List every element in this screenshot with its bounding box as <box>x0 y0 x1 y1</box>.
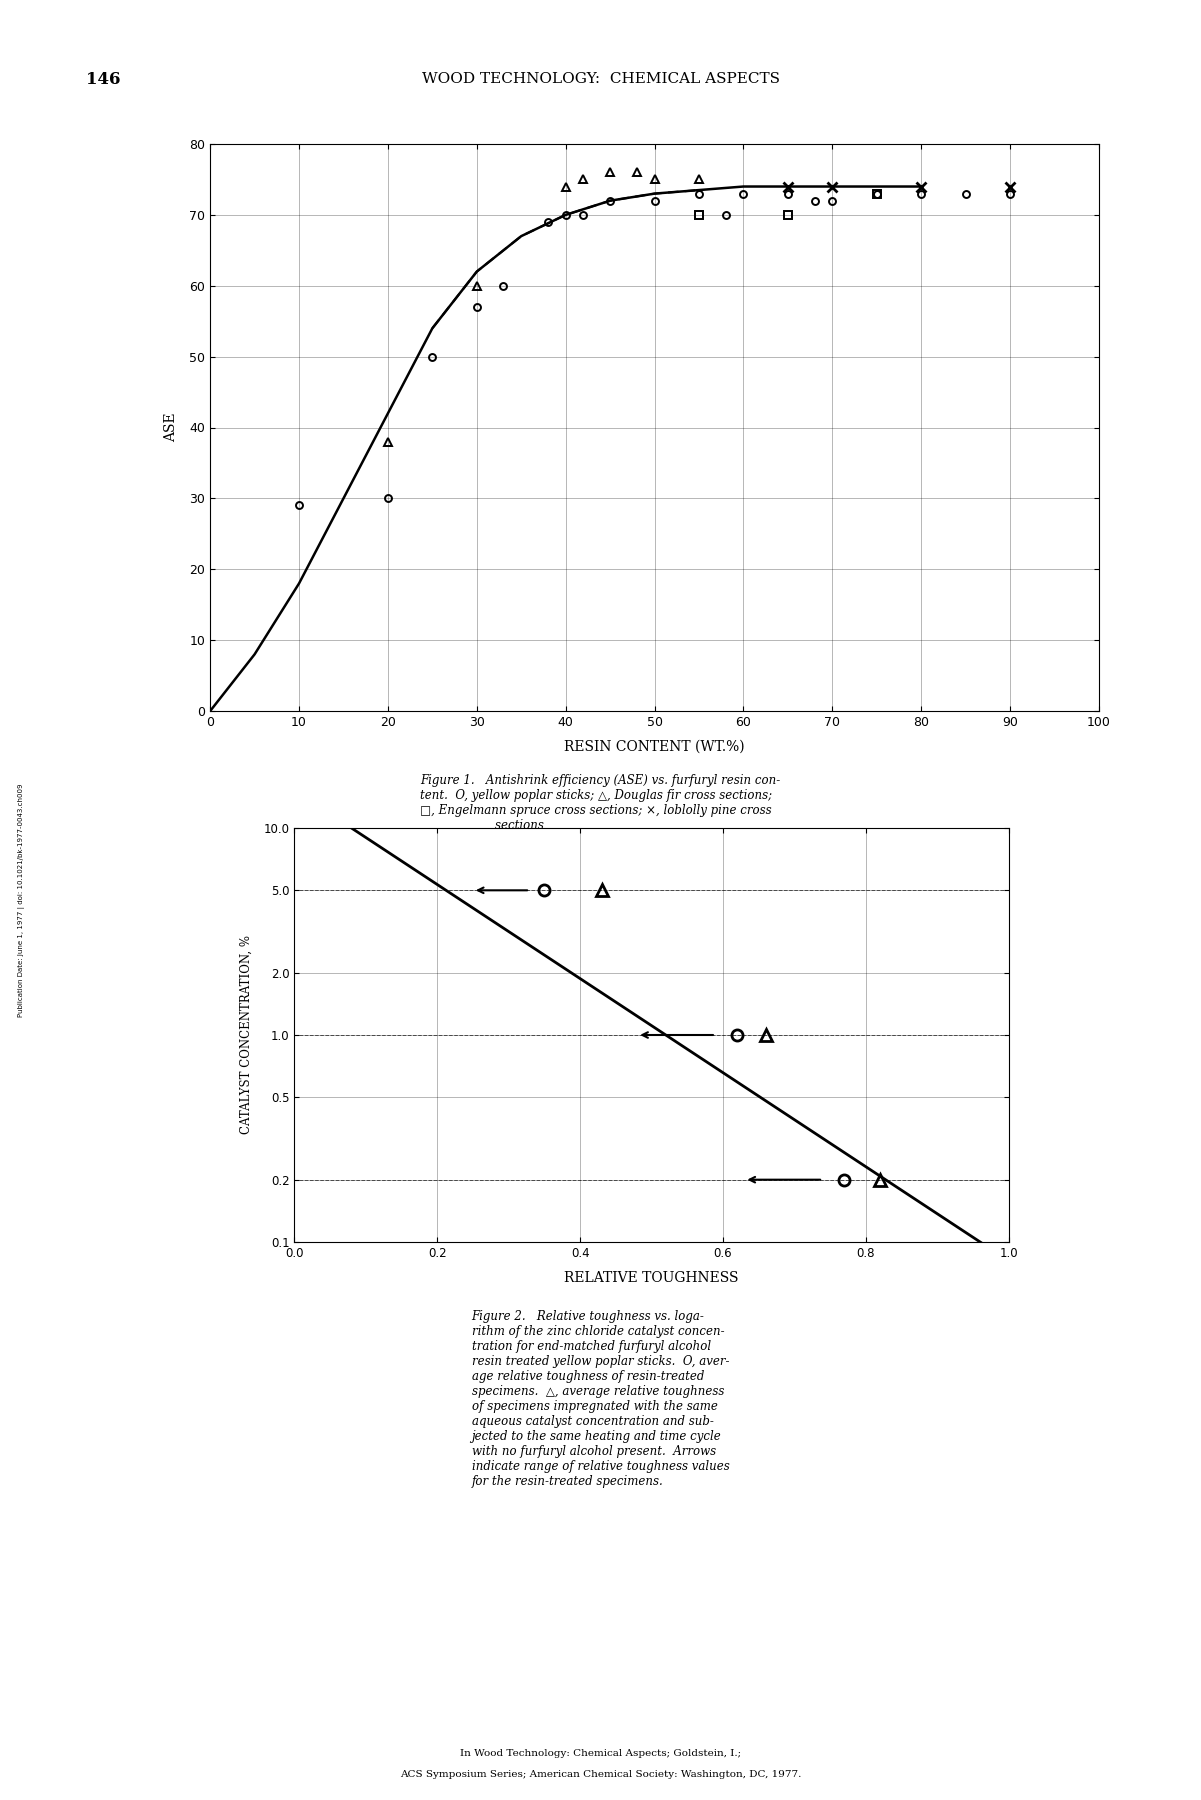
Text: 146: 146 <box>86 70 121 88</box>
Y-axis label: CATALYST CONCENTRATION, %: CATALYST CONCENTRATION, % <box>239 936 252 1134</box>
X-axis label: RESIN CONTENT (WT.%): RESIN CONTENT (WT.%) <box>564 740 745 754</box>
Text: WOOD TECHNOLOGY:  CHEMICAL ASPECTS: WOOD TECHNOLOGY: CHEMICAL ASPECTS <box>422 72 779 86</box>
Text: In Wood Technology: Chemical Aspects; Goldstein, I.;: In Wood Technology: Chemical Aspects; Go… <box>460 1750 741 1757</box>
Text: Publication Date: June 1, 1977 | doi: 10.1021/bk-1977-0043.ch009: Publication Date: June 1, 1977 | doi: 10… <box>18 783 25 1017</box>
Text: ACS Symposium Series; American Chemical Society: Washington, DC, 1977.: ACS Symposium Series; American Chemical … <box>400 1771 801 1778</box>
Text: Figure 2.   Relative toughness vs. loga-
rithm of the zinc chloride catalyst con: Figure 2. Relative toughness vs. loga- r… <box>472 1310 729 1489</box>
X-axis label: RELATIVE TOUGHNESS: RELATIVE TOUGHNESS <box>564 1271 739 1285</box>
Y-axis label: ASE: ASE <box>165 412 178 443</box>
Text: Figure 1.   Antishrink efficiency (ASE) vs. furfuryl resin con-
tent.  O, yellow: Figure 1. Antishrink efficiency (ASE) vs… <box>420 774 781 832</box>
